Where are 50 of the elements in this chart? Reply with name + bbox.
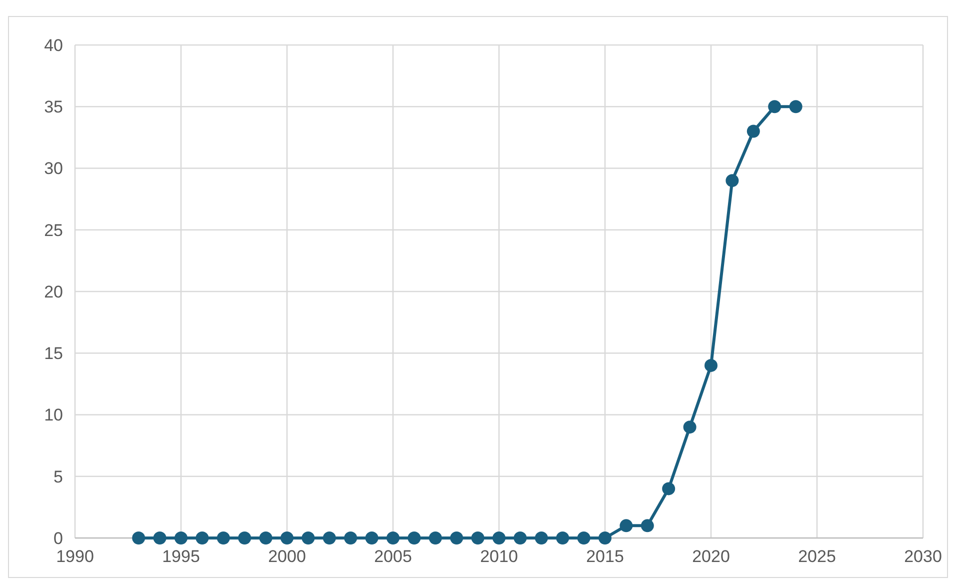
point (238, 532, 252, 544)
y-tick-label: 35 (44, 98, 63, 117)
y-tick-label: 30 (44, 159, 63, 178)
x-tick-label: 2000 (268, 547, 306, 566)
point (196, 532, 209, 544)
x-tick-label: 2020 (692, 547, 730, 566)
point (662, 482, 676, 496)
y-tick-label: 40 (44, 36, 63, 55)
point (556, 532, 570, 544)
point (683, 420, 696, 434)
point (302, 532, 315, 544)
y-tick-label: 10 (44, 406, 63, 425)
point (598, 532, 612, 544)
point (640, 519, 654, 532)
x-tick-label: 2005 (374, 547, 412, 566)
point (344, 532, 358, 544)
point (704, 358, 718, 372)
y-tick-label: 25 (44, 220, 63, 240)
x-tick-label: 2010 (480, 547, 518, 566)
point (577, 532, 590, 544)
point (322, 532, 336, 544)
point (514, 532, 527, 544)
x-tick-label: 2015 (586, 547, 624, 566)
point (386, 532, 400, 544)
y-tick-label: 15 (44, 344, 63, 364)
y-tick-label: 5 (54, 467, 63, 486)
point (259, 532, 272, 544)
point (174, 532, 188, 544)
point (492, 532, 506, 544)
point (789, 100, 802, 114)
point (132, 532, 146, 544)
point (450, 532, 464, 544)
point (620, 519, 633, 532)
point (471, 532, 484, 544)
point (746, 124, 760, 138)
point (768, 100, 782, 114)
point (428, 532, 442, 544)
x-tick-label: 2025 (798, 547, 836, 566)
point (280, 532, 294, 544)
point (216, 532, 230, 544)
point (153, 532, 166, 544)
x-tick-label: 1990 (56, 547, 94, 566)
y-tick-label: 0 (54, 528, 63, 548)
x-tick-label: 2030 (904, 547, 942, 566)
point (365, 532, 378, 544)
y-tick-label: 20 (44, 282, 63, 302)
point (408, 532, 421, 544)
point (726, 174, 739, 188)
point (534, 532, 548, 544)
x-tick-label: 1995 (162, 547, 200, 566)
